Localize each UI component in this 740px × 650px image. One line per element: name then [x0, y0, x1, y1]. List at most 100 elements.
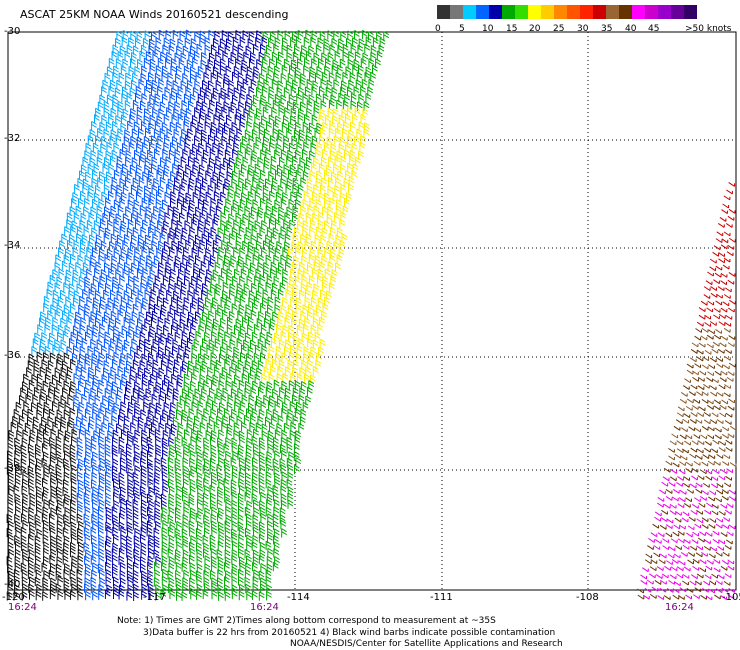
- wind-barb: [148, 247, 155, 258]
- wind-barb: [126, 521, 133, 531]
- wind-barb: [252, 534, 259, 545]
- wind-barb: [647, 545, 654, 550]
- wind-barb: [663, 467, 671, 473]
- wind-barb: [76, 450, 83, 460]
- wind-barb: [290, 36, 296, 47]
- wind-barb: [105, 121, 112, 132]
- wind-barb: [270, 365, 276, 376]
- wind-barb: [105, 513, 112, 524]
- wind-barb: [147, 149, 153, 159]
- lat-label-36: -36: [4, 350, 21, 361]
- wind-barb: [69, 569, 76, 579]
- wind-barb: [87, 135, 94, 145]
- wind-barb: [78, 304, 85, 314]
- wind-barb: [245, 486, 252, 496]
- wind-barb: [158, 338, 165, 348]
- wind-barb: [364, 43, 371, 54]
- wind-barb: [196, 590, 202, 600]
- wind-barb: [213, 135, 220, 145]
- wind-barb: [231, 589, 238, 600]
- wind-barb: [132, 303, 139, 314]
- wind-barb: [341, 128, 348, 138]
- wind-barb: [720, 307, 728, 313]
- wind-barb: [222, 281, 229, 292]
- wind-barb: [709, 357, 717, 363]
- wind-barb: [49, 527, 56, 537]
- colorbar-label: 0: [435, 24, 441, 34]
- wind-barb: [259, 500, 265, 510]
- wind-barb: [708, 364, 715, 370]
- wind-barb: [292, 155, 298, 166]
- wind-barb: [133, 121, 140, 131]
- wind-barb: [174, 331, 181, 342]
- wind-barb: [728, 496, 736, 502]
- wind-barb: [277, 164, 283, 174]
- wind-barb: [148, 500, 155, 510]
- wind-barb: [205, 401, 212, 411]
- wind-barb: [722, 426, 729, 432]
- wind-barb: [175, 450, 182, 460]
- wind-barb: [27, 569, 34, 579]
- wind-barb: [136, 113, 143, 124]
- wind-barb: [144, 422, 151, 433]
- wind-barb: [350, 100, 357, 110]
- wind-barb: [716, 363, 724, 369]
- wind-barb: [56, 477, 63, 488]
- wind-barb: [207, 366, 213, 377]
- wind-barb: [311, 162, 317, 173]
- wind-barb: [265, 281, 272, 292]
- wind-barb: [230, 457, 237, 467]
- wind-barb: [35, 555, 41, 565]
- wind-barb: [714, 370, 722, 376]
- wind-barb: [328, 156, 334, 166]
- wind-barb: [151, 184, 158, 194]
- wind-barb: [277, 414, 284, 425]
- wind-barb: [728, 398, 735, 404]
- wind-barb: [290, 191, 297, 201]
- wind-barb: [704, 509, 711, 515]
- wind-barb: [141, 324, 148, 334]
- wind-barb: [234, 191, 241, 201]
- wind-barb: [248, 394, 255, 405]
- wind-barb: [22, 583, 28, 593]
- wind-barb: [232, 199, 239, 209]
- wind-barb: [724, 355, 731, 361]
- wind-barb: [141, 197, 148, 208]
- wind-barb: [333, 79, 340, 89]
- wind-barb: [225, 353, 232, 363]
- wind-barb: [180, 282, 187, 292]
- wind-barb: [716, 453, 724, 459]
- wind-barb: [245, 527, 251, 538]
- wind-barb: [268, 400, 274, 411]
- wind-barb: [269, 141, 275, 152]
- map-frame: [7, 31, 737, 591]
- wind-barb: [174, 255, 181, 265]
- wind-barb: [693, 594, 700, 600]
- wind-barb: [697, 537, 705, 543]
- wind-barb: [201, 414, 208, 425]
- wind-barb: [264, 128, 270, 138]
- wind-barb: [225, 505, 232, 516]
- wind-barb: [111, 358, 118, 369]
- wind-barb: [77, 444, 84, 454]
- wind-barb: [190, 73, 196, 83]
- wind-barb: [242, 240, 249, 251]
- wind-barb: [288, 169, 294, 180]
- wind-barb: [130, 108, 136, 118]
- wind-barb: [274, 170, 281, 180]
- wind-barb: [224, 225, 230, 236]
- wind-barb: [151, 240, 158, 250]
- wind-barb: [191, 297, 198, 307]
- wind-barb: [113, 491, 119, 502]
- wind-barb: [709, 580, 716, 586]
- wind-barb: [76, 436, 83, 447]
- wind-barb: [25, 393, 32, 404]
- wind-barb: [315, 177, 322, 187]
- wind-barb: [28, 458, 35, 468]
- wind-barb: [226, 401, 233, 412]
- wind-barb: [232, 148, 238, 159]
- wind-barb: [711, 348, 719, 354]
- wind-barb: [210, 177, 217, 187]
- wind-barb: [106, 66, 113, 76]
- wind-barb: [215, 283, 222, 293]
